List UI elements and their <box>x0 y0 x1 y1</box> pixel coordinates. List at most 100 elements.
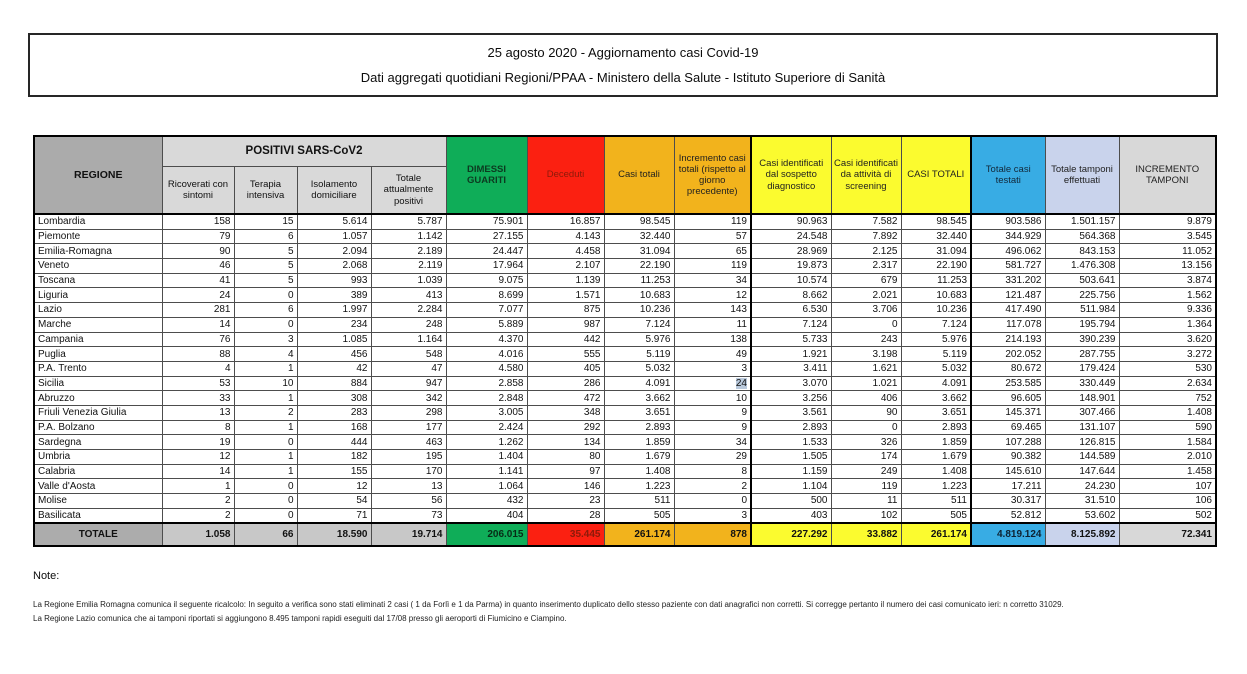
value-cell: 5.733 <box>750 331 832 348</box>
value-cell: 2.189 <box>370 243 447 260</box>
value-cell: 4 <box>233 346 298 362</box>
value-cell: 5.119 <box>900 346 972 362</box>
value-cell: 214.193 <box>970 331 1046 348</box>
value-cell: 5.119 <box>603 346 675 362</box>
value-cell: 182 <box>296 449 372 465</box>
value-cell: 158 <box>161 213 235 230</box>
value-cell: 107.288 <box>970 434 1046 450</box>
value-cell: 0 <box>233 287 298 304</box>
value-cell: 30.317 <box>970 493 1046 509</box>
value-cell: 1.997 <box>296 302 372 318</box>
text-selection: 24 <box>735 377 747 389</box>
region-cell: Emilia-Romagna <box>33 243 163 260</box>
value-cell: 283 <box>296 404 372 421</box>
value-cell: 13.156 <box>1118 258 1217 274</box>
value-cell: 1.262 <box>445 434 528 450</box>
value-cell: 8 <box>673 463 752 480</box>
value-cell: 1.404 <box>445 449 528 465</box>
table-row-liguria: Liguria 24 0 389 413 8.699 1.571 10.683 12 8.662 2… <box>33 287 1217 304</box>
value-cell: 1.921 <box>750 346 832 362</box>
col-header-totale-tamponi-effettuati: Totale tamponi effettuati <box>1044 135 1120 215</box>
value-cell: 2.119 <box>370 258 447 274</box>
value-cell: 49 <box>673 346 752 362</box>
value-cell: 3.651 <box>603 404 675 421</box>
value-cell: 1.142 <box>370 228 447 245</box>
value-cell: 170 <box>370 463 447 480</box>
value-cell: 179.424 <box>1044 360 1120 377</box>
value-cell: 5.787 <box>370 213 447 230</box>
value-cell: 7.124 <box>750 316 832 333</box>
region-cell: Piemonte <box>33 228 163 245</box>
value-cell: 11 <box>830 493 902 509</box>
value-cell: 679 <box>830 272 902 289</box>
value-cell: 1.104 <box>750 478 832 495</box>
value-cell: 1.679 <box>603 449 675 465</box>
table-footer: TOTALE 1.058 66 18.590 19.714 206.015 35.445 26… <box>33 522 1217 547</box>
table-row-sardegna: Sardegna 19 0 444 463 1.262 134 1.859 34 1.533 326… <box>33 434 1217 450</box>
region-cell: Umbria <box>33 449 163 465</box>
col-header-regione: REGIONE <box>33 135 163 215</box>
value-cell: 4.370 <box>445 331 528 348</box>
value-cell: 31.094 <box>900 243 972 260</box>
value-cell: 7.124 <box>900 316 972 333</box>
value-cell: 1.057 <box>296 228 372 245</box>
report-title-line2: Dati aggregati quotidiani Regioni/PPAA -… <box>360 70 886 85</box>
value-cell: 7.077 <box>445 302 528 318</box>
value-cell: 903.586 <box>970 213 1046 230</box>
value-cell: 1.164 <box>370 331 447 348</box>
value-cell: 2.893 <box>603 419 675 436</box>
value-cell: 993 <box>296 272 372 289</box>
value-cell: 4.091 <box>603 375 675 392</box>
value-cell: 1.505 <box>750 449 832 465</box>
value-cell: 472 <box>526 390 605 406</box>
value-cell: 456 <box>296 346 372 362</box>
value-cell: 24.230 <box>1044 478 1120 495</box>
value-cell: 1.408 <box>603 463 675 480</box>
value-cell: 106 <box>1118 493 1217 509</box>
value-cell: 1.364 <box>1118 316 1217 333</box>
value-cell: 1 <box>233 449 298 465</box>
value-cell: 1.223 <box>603 478 675 495</box>
value-cell: 405 <box>526 360 605 377</box>
region-cell: Friuli Venezia Giulia <box>33 404 163 421</box>
value-cell: 4.580 <box>445 360 528 377</box>
value-cell: 10 <box>233 375 298 392</box>
value-cell: 79 <box>161 228 235 245</box>
table-row-marche: Marche 14 0 234 248 5.889 987 7.124 11 7.124 0 7.12… <box>33 316 1217 333</box>
value-cell: 28 <box>526 507 605 524</box>
value-cell: 24 <box>673 375 752 392</box>
value-cell: 292 <box>526 419 605 436</box>
value-cell: 119 <box>830 478 902 495</box>
value-cell: 0 <box>233 507 298 524</box>
value-cell: 3.620 <box>1118 331 1217 348</box>
value-cell: 57 <box>673 228 752 245</box>
col-header-isolamento-domiciliare: Isolamento domiciliare <box>296 166 372 215</box>
table-header: REGIONE POSITIVI SARS-CoV2 DIMESSI GUARITI… <box>33 135 1217 215</box>
value-cell: 1.085 <box>296 331 372 348</box>
region-cell: Toscana <box>33 272 163 289</box>
value-cell: 6 <box>233 228 298 245</box>
value-cell: 1.139 <box>526 272 605 289</box>
value-cell: 2.317 <box>830 258 902 274</box>
value-cell: 23 <box>526 493 605 509</box>
value-cell: 2.107 <box>526 258 605 274</box>
table-row-lazio: Lazio 281 6 1.997 2.284 7.077 875 10.236 143 6.53… <box>33 302 1217 318</box>
value-cell: 442 <box>526 331 605 348</box>
region-cell: Marche <box>33 316 163 333</box>
value-cell: 1.159 <box>750 463 832 480</box>
value-cell: 76 <box>161 331 235 348</box>
value-cell: 298 <box>370 404 447 421</box>
value-cell: 16.857 <box>526 213 605 230</box>
value-cell: 31.510 <box>1044 493 1120 509</box>
value-cell: 225.756 <box>1044 287 1120 304</box>
value-cell: 496.062 <box>970 243 1046 260</box>
value-cell: 3 <box>673 507 752 524</box>
value-cell: 1.859 <box>603 434 675 450</box>
value-cell: 174 <box>830 449 902 465</box>
note-item: La Regione Emilia Romagna comunica il se… <box>33 600 1064 609</box>
value-cell: 5.889 <box>445 316 528 333</box>
value-cell: 155 <box>296 463 372 480</box>
total-value-cell: 261.174 <box>603 522 675 547</box>
value-cell: 511 <box>603 493 675 509</box>
region-cell: Sicilia <box>33 375 163 392</box>
